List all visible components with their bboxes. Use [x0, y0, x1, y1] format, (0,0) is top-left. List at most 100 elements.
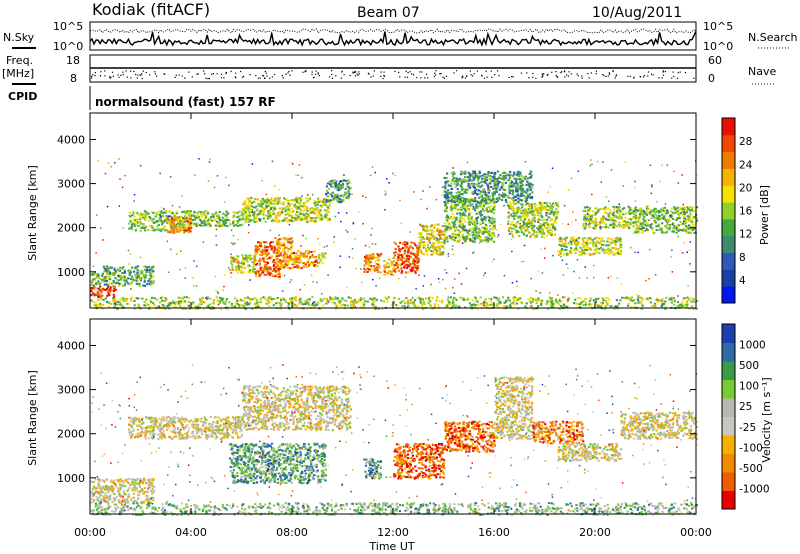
velocity-colorbar: 1000 500 100 25 -25 -100 -500 -1000 [721, 323, 770, 510]
noise-tick-bottom-left: 10^0 [53, 40, 83, 53]
echo-region-6 [241, 196, 332, 224]
velocity-panel-frame [89, 318, 697, 515]
colorbar-segment [722, 118, 735, 136]
velocity-colorbar-label: Velocity [m s⁻¹] [760, 377, 773, 462]
y-tick-label: 4000 [57, 339, 85, 352]
echo-region-0 [90, 477, 156, 505]
colorbar-tick-label: 28 [739, 136, 752, 148]
power-y-ticks: 1000 2000 3000 4000 [57, 133, 696, 279]
colorbar-tick-label: 100 [739, 381, 759, 393]
echo-region-13 [363, 252, 383, 274]
echo-region-20 [557, 236, 623, 256]
echo-region-15 [393, 241, 421, 274]
colorbar-segment [722, 490, 735, 510]
x-axis-label: Time UT [368, 540, 414, 553]
colorbar-tick-label: -100 [739, 442, 763, 454]
velocity-data [90, 364, 699, 516]
colorbar-tick-label: 8 [739, 252, 746, 264]
colorbar-segment [722, 168, 735, 186]
nave-series [91, 70, 695, 80]
freq-nave-panel: Freq. [MHz] 18 8 60 0 Nave [2, 54, 776, 85]
y-tick-label: 2000 [57, 222, 85, 235]
echo-region-19 [506, 201, 560, 239]
echo-region-5 [393, 442, 446, 480]
echo-region-10 [620, 411, 699, 440]
echo-region-18 [443, 170, 534, 204]
echo-region-2 [241, 385, 353, 432]
nave-label: Nave [748, 65, 776, 78]
sparse-echoes [91, 364, 698, 515]
velocity-panel: 1000 2000 3000 4000 Slant Range [km] 1000 50… [26, 113, 773, 553]
colorbar-frame [721, 323, 736, 510]
y-tick-label: 3000 [57, 384, 85, 397]
echo-region-5 [191, 210, 244, 228]
colorbar-segment [722, 134, 735, 153]
x-tick-label: 08:00 [276, 526, 308, 539]
colorbar-tick-label: -1000 [739, 483, 770, 495]
x-tick-label: 20:00 [579, 526, 611, 539]
colorbar-segment [722, 472, 735, 491]
colorbar-tick-label: 16 [739, 206, 753, 218]
echo-region-21 [582, 205, 635, 230]
power-y-label: Slant Range [km] [26, 165, 39, 261]
colorbar-segment [722, 342, 735, 362]
power-data [90, 158, 699, 310]
y-tick-label: 3000 [57, 178, 85, 191]
colorbar-segment [722, 324, 735, 343]
y-tick-label: 1000 [57, 472, 85, 485]
colorbar-tick-label: 1000 [739, 340, 766, 352]
echo-region-22 [633, 206, 699, 235]
velocity-y-ticks: 1000 2000 3000 4000 [57, 339, 696, 485]
colorbar-segment [722, 286, 735, 304]
colorbar-segment [722, 398, 735, 417]
station-title: Kodiak (fitACF) [92, 0, 210, 19]
echo-region-3 [228, 442, 327, 485]
x-tick-label: 12:00 [377, 526, 409, 539]
echo-region-16 [418, 223, 446, 256]
y-tick-label: 2000 [57, 428, 85, 441]
echo-region-11 [292, 249, 320, 270]
echo-region-10 [274, 237, 294, 270]
echo-region-8 [229, 254, 257, 274]
noise-tick-top-right: 10^5 [703, 20, 733, 33]
colorbar-segment [722, 185, 735, 203]
freq-label: Freq. [6, 54, 33, 67]
power-panel: 1000 2000 3000 4000 Slant Range [km] 4 8 12 16… [26, 112, 771, 310]
colorbar-tick-label: 24 [739, 159, 753, 171]
echo-region-8 [532, 420, 585, 445]
colorbar-tick-label: -500 [739, 463, 763, 475]
echo-region-11 [90, 502, 698, 516]
echo-region-7 [324, 179, 352, 204]
colorbar-segment [722, 453, 735, 473]
nave-tick-bottom: 0 [708, 72, 715, 85]
freq-unit-label: [MHz] [2, 67, 34, 80]
echo-region-1 [90, 271, 155, 287]
x-tick-label: 04:00 [175, 526, 207, 539]
x-axis-ticks: 00:00 04:00 08:00 12:00 16:00 20:00 00:00 [74, 113, 712, 539]
cpid-label: CPID [8, 90, 37, 103]
colorbar-frame [721, 117, 736, 304]
cpid-text: normalsound (fast) 157 RF [95, 95, 276, 109]
colorbar-tick-label: 20 [739, 182, 752, 194]
echo-region-1 [127, 416, 244, 441]
colorbar-segment [722, 361, 735, 380]
echo-region-0 [90, 285, 118, 298]
y-tick-label: 1000 [57, 266, 85, 279]
colorbar-tick-label: 500 [739, 360, 759, 372]
noise-tick-bottom-right: 10^0 [703, 40, 733, 53]
colorbar-segment [722, 435, 735, 454]
echo-region-6 [443, 420, 496, 453]
colorbar-segment [722, 151, 735, 169]
beam-title: Beam 07 [357, 5, 420, 21]
x-tick-label: 00:00 [74, 526, 106, 539]
x-tick-label: 16:00 [478, 526, 510, 539]
freq-tick-top: 18 [66, 54, 80, 67]
nsky-series [89, 30, 697, 47]
echo-region-7 [494, 376, 535, 440]
echo-region-14 [383, 256, 395, 276]
sparse-echoes [92, 158, 698, 310]
noise-panel: N.Sky 10^5 10^0 10^5 10^0 N.Search [3, 20, 798, 53]
colorbar-segment [722, 202, 735, 220]
power-colorbar-label: Power [dB] [758, 185, 771, 245]
